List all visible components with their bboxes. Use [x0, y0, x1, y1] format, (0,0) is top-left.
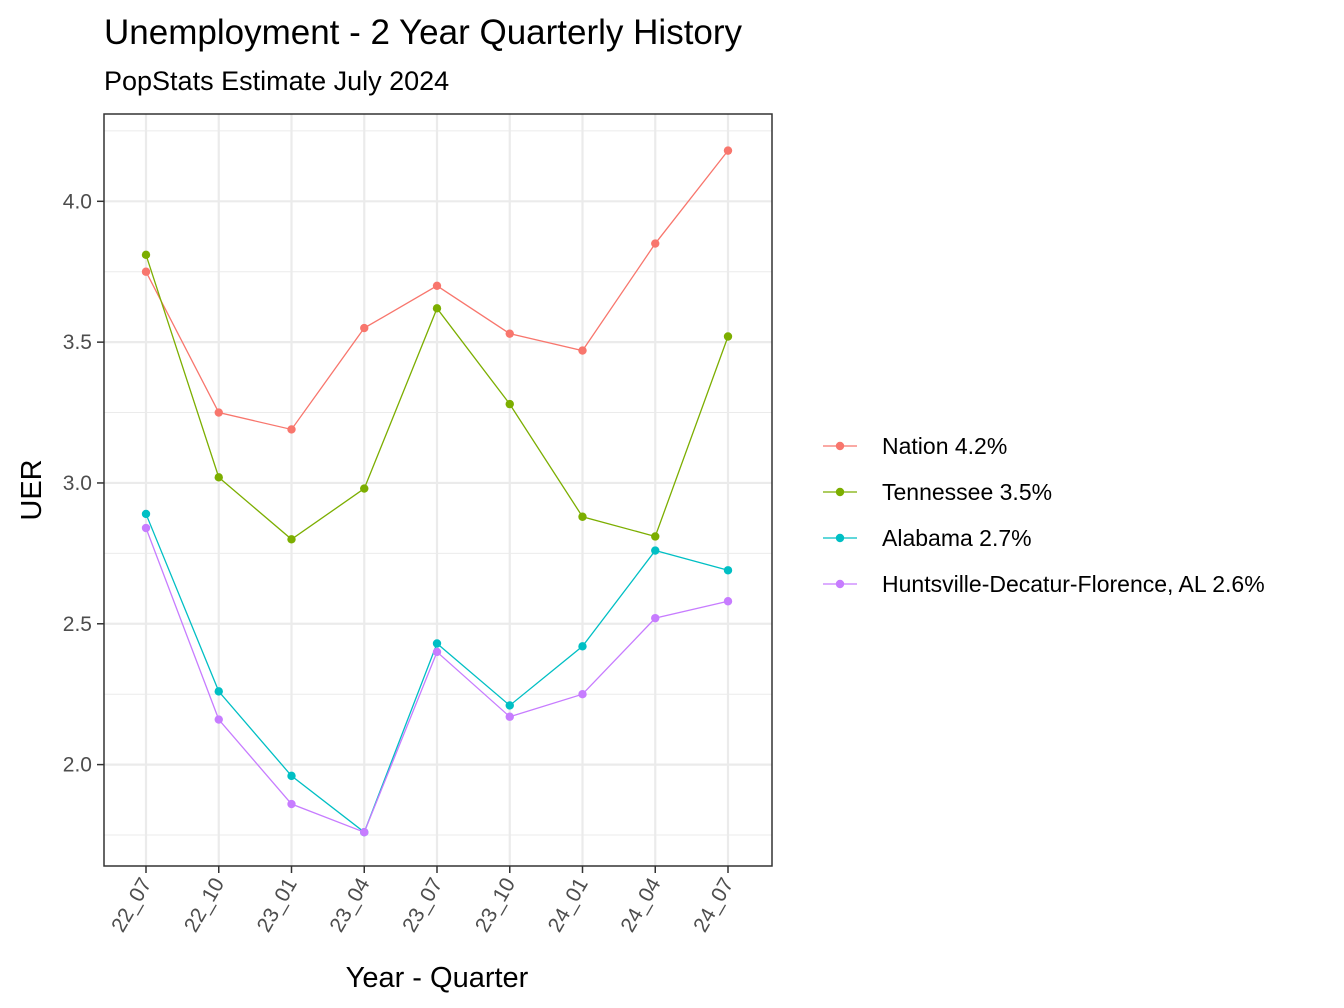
data-point [360, 484, 369, 493]
legend-key-point [835, 487, 845, 497]
data-point [432, 639, 442, 648]
data-point [287, 799, 296, 809]
data-point [432, 281, 442, 291]
legend-key-point [835, 579, 845, 589]
data-point [651, 613, 660, 623]
data-point [578, 642, 587, 651]
y-axis-title: UER [16, 459, 48, 520]
legend-label: Huntsville-Decatur-Florence, AL 2.6% [882, 571, 1265, 597]
data-point [651, 532, 660, 541]
data-point [141, 523, 151, 533]
data-point [651, 239, 660, 248]
x-tick-label: 23_10 [471, 874, 520, 936]
data-point [651, 546, 660, 555]
plot-panel [104, 114, 772, 866]
data-point [214, 715, 223, 724]
data-point [432, 647, 442, 657]
data-point [141, 509, 151, 519]
x-axis-title: Year - Quarter [346, 962, 529, 994]
data-point [505, 329, 514, 338]
y-tick-label: 3.5 [63, 331, 92, 354]
data-point [432, 304, 442, 313]
data-point [141, 250, 151, 260]
x-tick-label: 24_07 [689, 874, 738, 936]
data-point [723, 146, 733, 155]
data-point [723, 332, 733, 341]
data-point [287, 535, 296, 544]
legend-label: Nation 4.2% [882, 433, 1007, 459]
y-tick-label: 4.0 [63, 190, 92, 213]
data-point [360, 323, 369, 333]
data-point [214, 408, 223, 417]
data-point [723, 597, 733, 606]
data-point [578, 346, 587, 355]
x-tick-label: 23_07 [398, 874, 447, 936]
legend-key-point [835, 533, 845, 543]
data-point [578, 512, 587, 521]
y-tick-label: 3.0 [63, 472, 92, 495]
x-tick-label: 23_04 [325, 874, 374, 936]
x-tick-label: 23_01 [253, 874, 302, 936]
data-point [505, 701, 514, 710]
data-point [287, 425, 296, 434]
x-tick-label: 24_04 [616, 874, 665, 936]
chart-title: Unemployment - 2 Year Quarterly History [104, 13, 743, 52]
data-point [214, 473, 223, 482]
chart-subtitle: PopStats Estimate July 2024 [104, 66, 449, 96]
y-tick-label: 2.5 [63, 613, 92, 636]
legend-label: Tennessee 3.5% [882, 479, 1052, 505]
data-point [723, 566, 733, 575]
legend: Nation 4.2% Tennessee 3.5% Alabama 2.7% Hun… [823, 433, 1265, 597]
y-tick-label: 2.0 [63, 754, 92, 777]
data-point [214, 687, 223, 696]
x-tick-label: 22_07 [107, 874, 156, 936]
data-point [505, 712, 514, 721]
x-tick-label: 22_10 [180, 874, 229, 936]
data-point [141, 267, 151, 276]
data-point [578, 689, 587, 699]
legend-label: Alabama 2.7% [882, 525, 1032, 551]
x-tick-label: 24_01 [544, 874, 593, 936]
data-point [287, 771, 296, 781]
panel-border [103, 113, 773, 867]
data-point [360, 828, 369, 837]
legend-key-point [835, 441, 845, 451]
series-layer [141, 146, 733, 837]
data-point [505, 399, 514, 409]
